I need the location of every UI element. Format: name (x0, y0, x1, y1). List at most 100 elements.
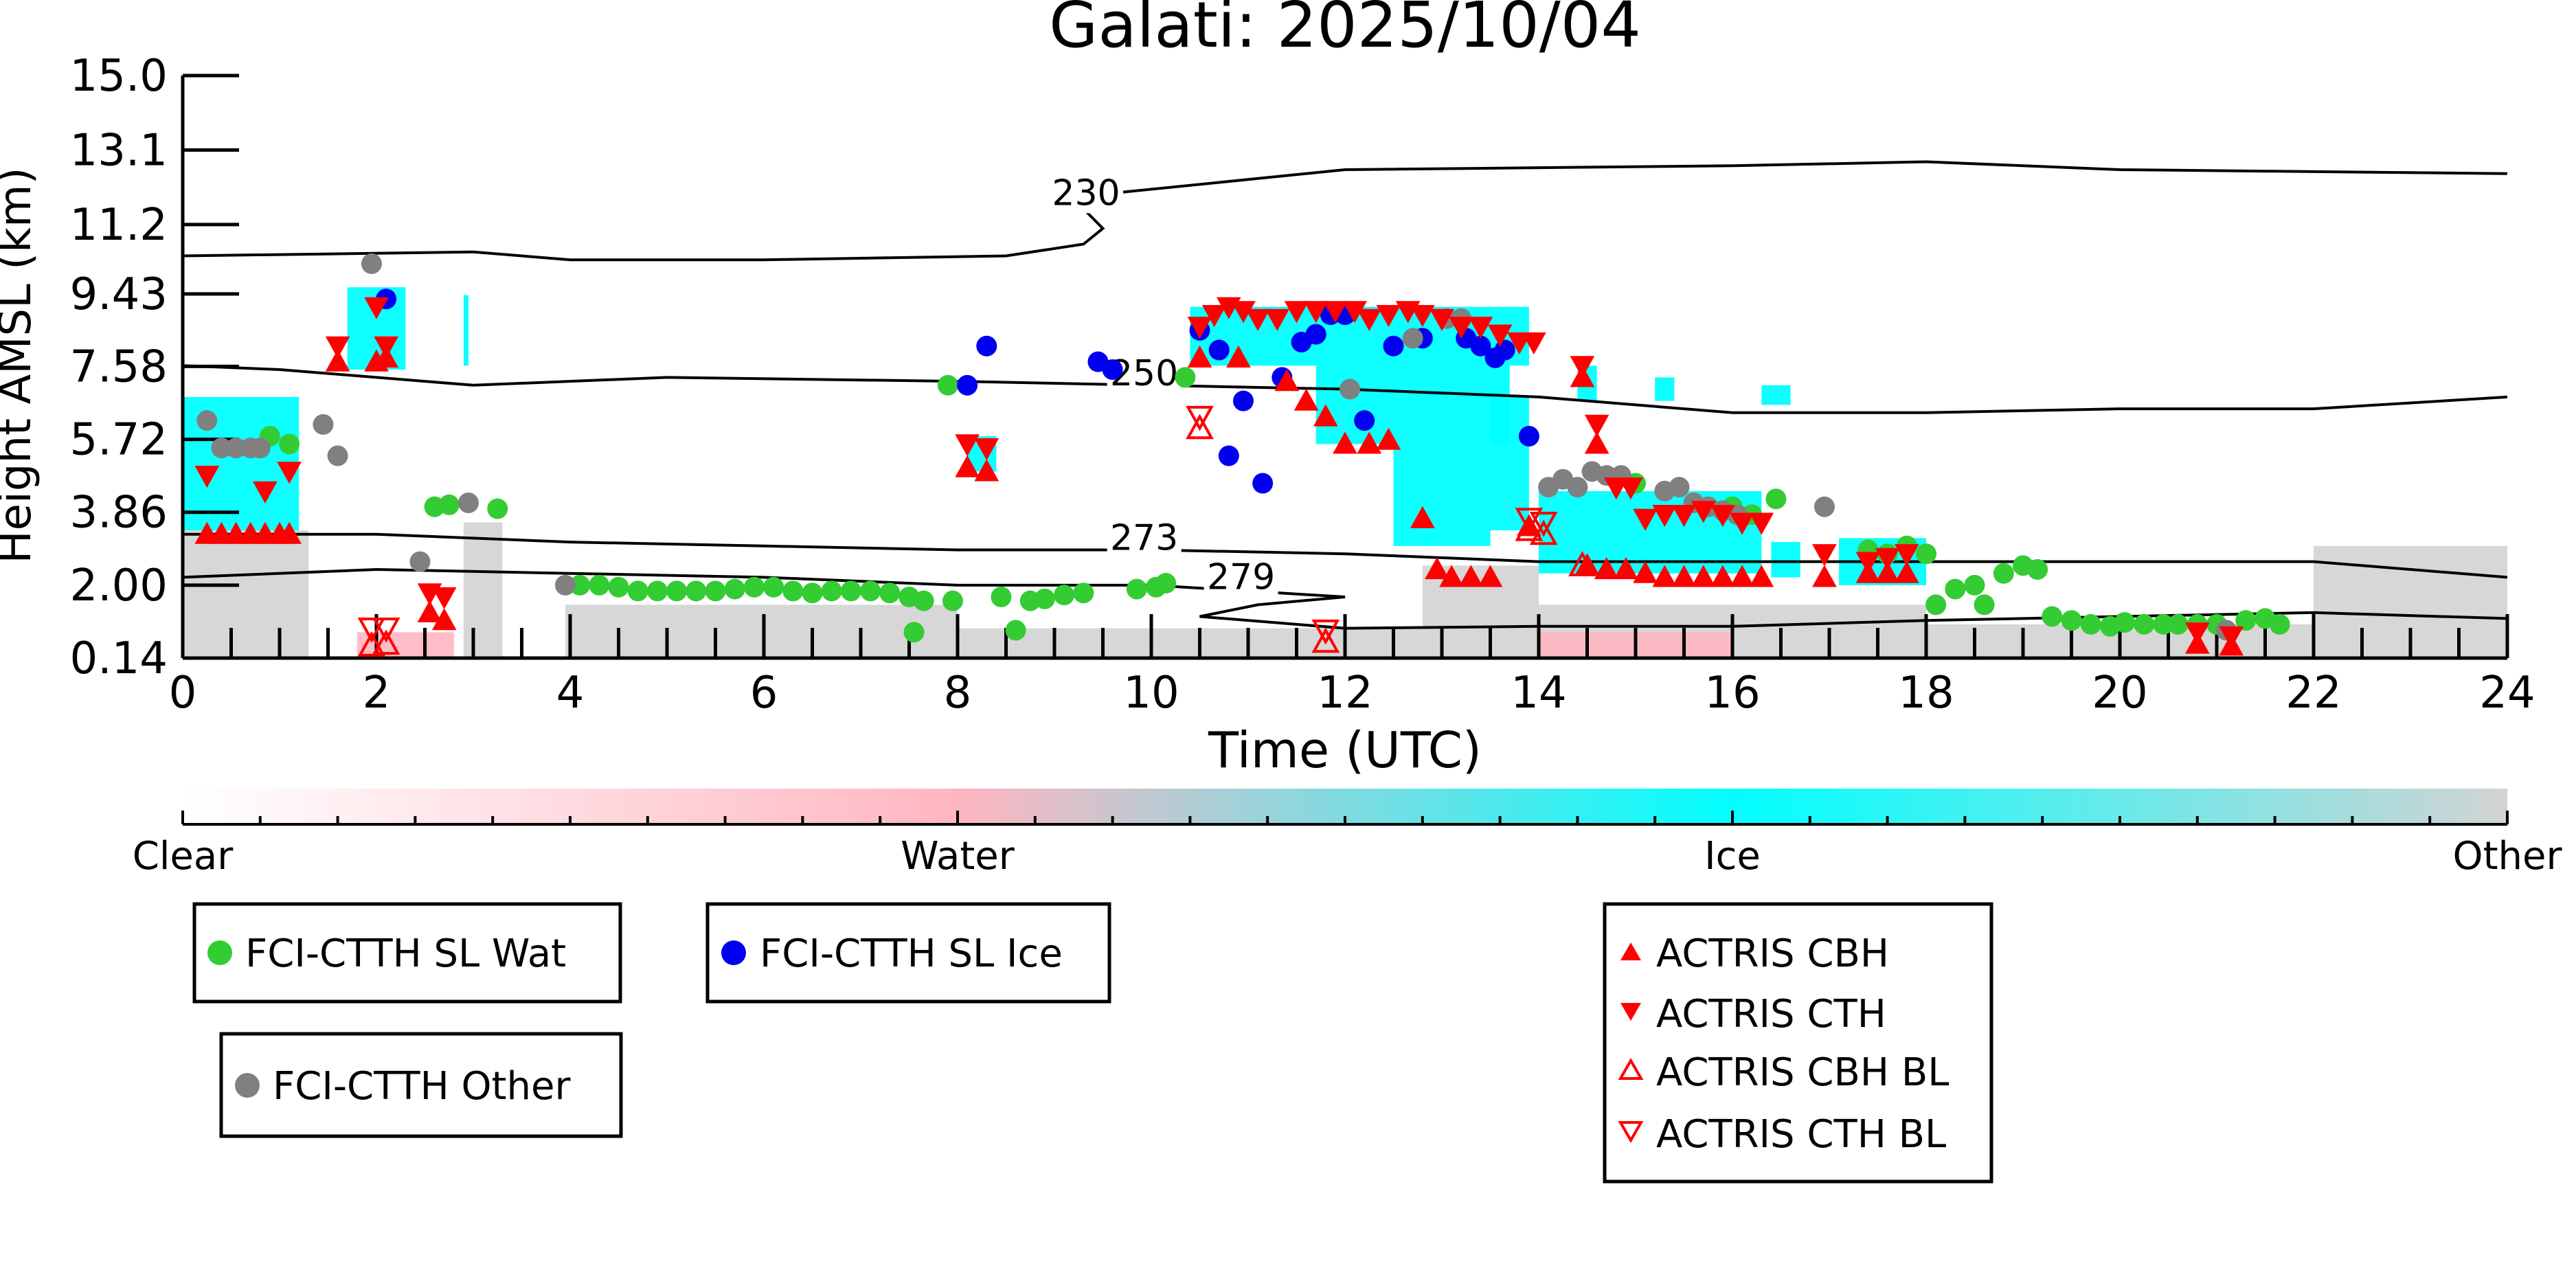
data-point (1340, 379, 1361, 400)
data-point (327, 445, 348, 466)
data-point (802, 583, 823, 604)
data-point (1925, 594, 1947, 615)
data-point (903, 622, 925, 643)
data-point (1201, 305, 1227, 328)
data-point (1710, 565, 1735, 587)
data-point (1305, 324, 1326, 345)
series-actris-cth (194, 297, 2244, 649)
data-point (1034, 588, 1055, 609)
x-tick-label: 22 (2285, 668, 2341, 719)
data-point (1357, 308, 1382, 331)
data-point (554, 574, 576, 596)
y-tick-label: 7.58 (70, 341, 168, 392)
x-tick-label: 4 (556, 668, 585, 719)
data-point (763, 576, 784, 598)
data-point (1518, 426, 1539, 447)
y-axis-label: Height AMSL (km) (0, 168, 41, 564)
data-point (1974, 594, 1995, 615)
data-point (2235, 610, 2257, 631)
data-point (1333, 431, 1357, 454)
series-actris-cbh-bl (357, 414, 1596, 657)
shading-region (463, 522, 503, 658)
data-point (2134, 613, 2155, 635)
legend-box-ice: FCI-CTTH SL Ice (705, 902, 1111, 1004)
data-point (196, 410, 218, 431)
shading-region (1771, 542, 1800, 578)
data-point (937, 374, 958, 396)
data-point (879, 583, 901, 604)
data-point (1618, 477, 1643, 500)
data-point (976, 335, 997, 357)
data-point (1812, 544, 1837, 567)
data-point (1749, 565, 1774, 587)
data-point (705, 580, 726, 602)
data-point (1311, 619, 1340, 645)
data-point (1410, 305, 1435, 328)
data-point (957, 374, 978, 396)
y-tick-label: 2.00 (70, 561, 168, 611)
legend-box-other: FCI-CTTH Other (219, 1032, 623, 1138)
x-tick-label: 10 (1123, 668, 1179, 719)
legend-label-cth-bl: ACTRIS CTH BL (1656, 1112, 1946, 1157)
contour-label-bg (1049, 172, 1123, 214)
data-point (249, 438, 271, 459)
data-point (1487, 324, 1513, 347)
data-point (724, 578, 745, 600)
data-point (1964, 574, 1985, 596)
data-point (1993, 563, 2014, 584)
data-point (1730, 512, 1754, 535)
data-point (1449, 317, 1474, 339)
data-point (1354, 410, 1375, 431)
contour-label-bg (1107, 517, 1182, 558)
contour-line-273 (183, 532, 2507, 579)
data-point (1284, 301, 1309, 324)
data-point (1875, 561, 1900, 583)
shading-region (1393, 444, 1491, 546)
legend-label-ice: FCI-CTTH SL Ice (760, 931, 1063, 976)
legend-marker-cbh (1620, 942, 1641, 960)
data-point (457, 493, 479, 514)
contour-label-230: 230 (1052, 172, 1120, 214)
contour-line-230 (183, 160, 2507, 262)
data-point (1584, 414, 1609, 437)
data-point (1671, 565, 1697, 587)
data-point (361, 253, 382, 274)
data-point (1208, 339, 1230, 361)
data-point (1175, 367, 1196, 388)
data-point (1749, 512, 1774, 535)
data-point (1376, 305, 1401, 328)
data-point (1430, 308, 1454, 331)
legend-marker-cbh-bl (1618, 1057, 1644, 1080)
data-point (1458, 565, 1484, 587)
data-point (1691, 501, 1716, 523)
data-point (1515, 515, 1544, 541)
colorbar-label: Clear (133, 834, 234, 879)
data-point (1669, 477, 1690, 498)
data-point (1245, 308, 1270, 331)
data-point (991, 586, 1012, 607)
data-point (1102, 359, 1123, 380)
y-tick-label: 0.14 (70, 633, 168, 684)
data-point (1311, 627, 1340, 653)
data-point (1614, 556, 1638, 580)
data-point (1054, 585, 1075, 606)
data-point (194, 466, 220, 488)
y-tick-label: 11.2 (70, 200, 168, 251)
colorbar-labels: Clear Water Ice Other (133, 834, 2563, 879)
data-point (1812, 565, 1837, 587)
data-point (1765, 488, 1787, 510)
data-point (1073, 583, 1094, 604)
legend-marker-ice (721, 940, 746, 965)
data-point (1494, 339, 1515, 361)
legend-label-wat: FCI-CTTH SL Wat (245, 931, 566, 976)
data-point (2061, 610, 2082, 631)
series-fci-ctth-sl-wat (259, 367, 2290, 643)
x-tick-label: 2 (363, 668, 391, 719)
x-axis-label: Time (UTC) (1208, 721, 1482, 779)
data-point (1584, 431, 1609, 454)
shading-region (1761, 385, 1791, 405)
data-point (1916, 543, 1936, 565)
data-point (1671, 505, 1697, 528)
data-point (1402, 328, 1423, 349)
y-tick-label: 13.1 (70, 125, 168, 176)
